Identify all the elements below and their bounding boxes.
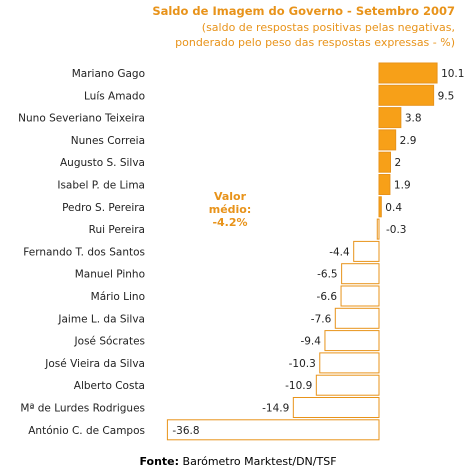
category-label: Manuel Pinho <box>75 269 145 281</box>
value-label: -10.9 <box>285 380 312 392</box>
category-label: Nunes Correia <box>71 135 145 147</box>
bar-9 <box>353 240 380 262</box>
bar-11 <box>340 285 380 307</box>
value-label: 1.9 <box>394 180 411 192</box>
value-label: -0.3 <box>386 224 407 236</box>
value-label: -10.3 <box>289 358 316 370</box>
category-label: Pedro S. Pereira <box>62 202 145 214</box>
bar-6 <box>378 174 391 195</box>
value-label: 10.1 <box>441 68 464 80</box>
value-label: -9.4 <box>300 336 321 348</box>
bar-10 <box>341 263 380 285</box>
bar-7 <box>378 196 382 218</box>
bar-2 <box>378 84 435 106</box>
bar-17 <box>166 419 380 441</box>
value-label: 9.5 <box>438 90 455 102</box>
category-label: Nuno Severiano Teixeira <box>18 113 145 125</box>
bar-12 <box>334 307 380 329</box>
category-label: José Vieira da Silva <box>44 358 145 370</box>
bar-13 <box>324 330 380 352</box>
category-label: Jaime L. da Silva <box>57 313 145 325</box>
category-label: Mário Lino <box>91 291 145 303</box>
category-label: Fernando T. dos Santos <box>23 246 145 258</box>
value-label: 3.8 <box>405 113 422 125</box>
bar-16 <box>292 397 380 418</box>
bar-5 <box>378 151 391 173</box>
category-label: Alberto Costa <box>74 380 145 392</box>
value-label: 2.9 <box>400 135 417 147</box>
category-label: Augusto S. Silva <box>60 157 145 169</box>
category-label: Isabel P. de Lima <box>57 180 145 192</box>
bar-14 <box>319 352 380 374</box>
category-label: António C. de Campos <box>28 425 145 437</box>
chart-subtitle: (saldo de respostas positivas pelas nega… <box>175 21 455 49</box>
value-label: -14.9 <box>262 403 289 415</box>
average-value-annotation: Valor médio: -4.2% <box>208 190 252 229</box>
source-note: Fonte: Barómetro Marktest/DN/TSF <box>0 455 476 468</box>
value-label: -6.5 <box>317 269 338 281</box>
value-label: -36.8 <box>172 425 199 437</box>
value-label: 0.4 <box>385 202 402 214</box>
bar-1 <box>378 62 438 84</box>
bar-8 <box>376 218 380 240</box>
value-label: 2 <box>395 157 402 169</box>
value-label: -6.6 <box>317 291 338 303</box>
bar-4 <box>378 129 397 151</box>
category-label: José Sócrates <box>74 336 145 348</box>
bar-15 <box>315 374 380 396</box>
category-label: Luís Amado <box>84 90 145 102</box>
category-label: Mª de Lurdes Rodrigues <box>20 403 145 415</box>
value-label: -7.6 <box>311 313 332 325</box>
category-label: Mariano Gago <box>72 68 145 80</box>
bar-3 <box>378 107 402 129</box>
source-label: Fonte: <box>139 455 180 468</box>
chart-title: Saldo de Imagem do Governo - Setembro 20… <box>152 4 455 18</box>
source-value: Barómetro Marktest/DN/TSF <box>182 455 337 468</box>
value-label: -4.4 <box>329 246 350 258</box>
category-label: Rui Pereira <box>89 224 145 236</box>
